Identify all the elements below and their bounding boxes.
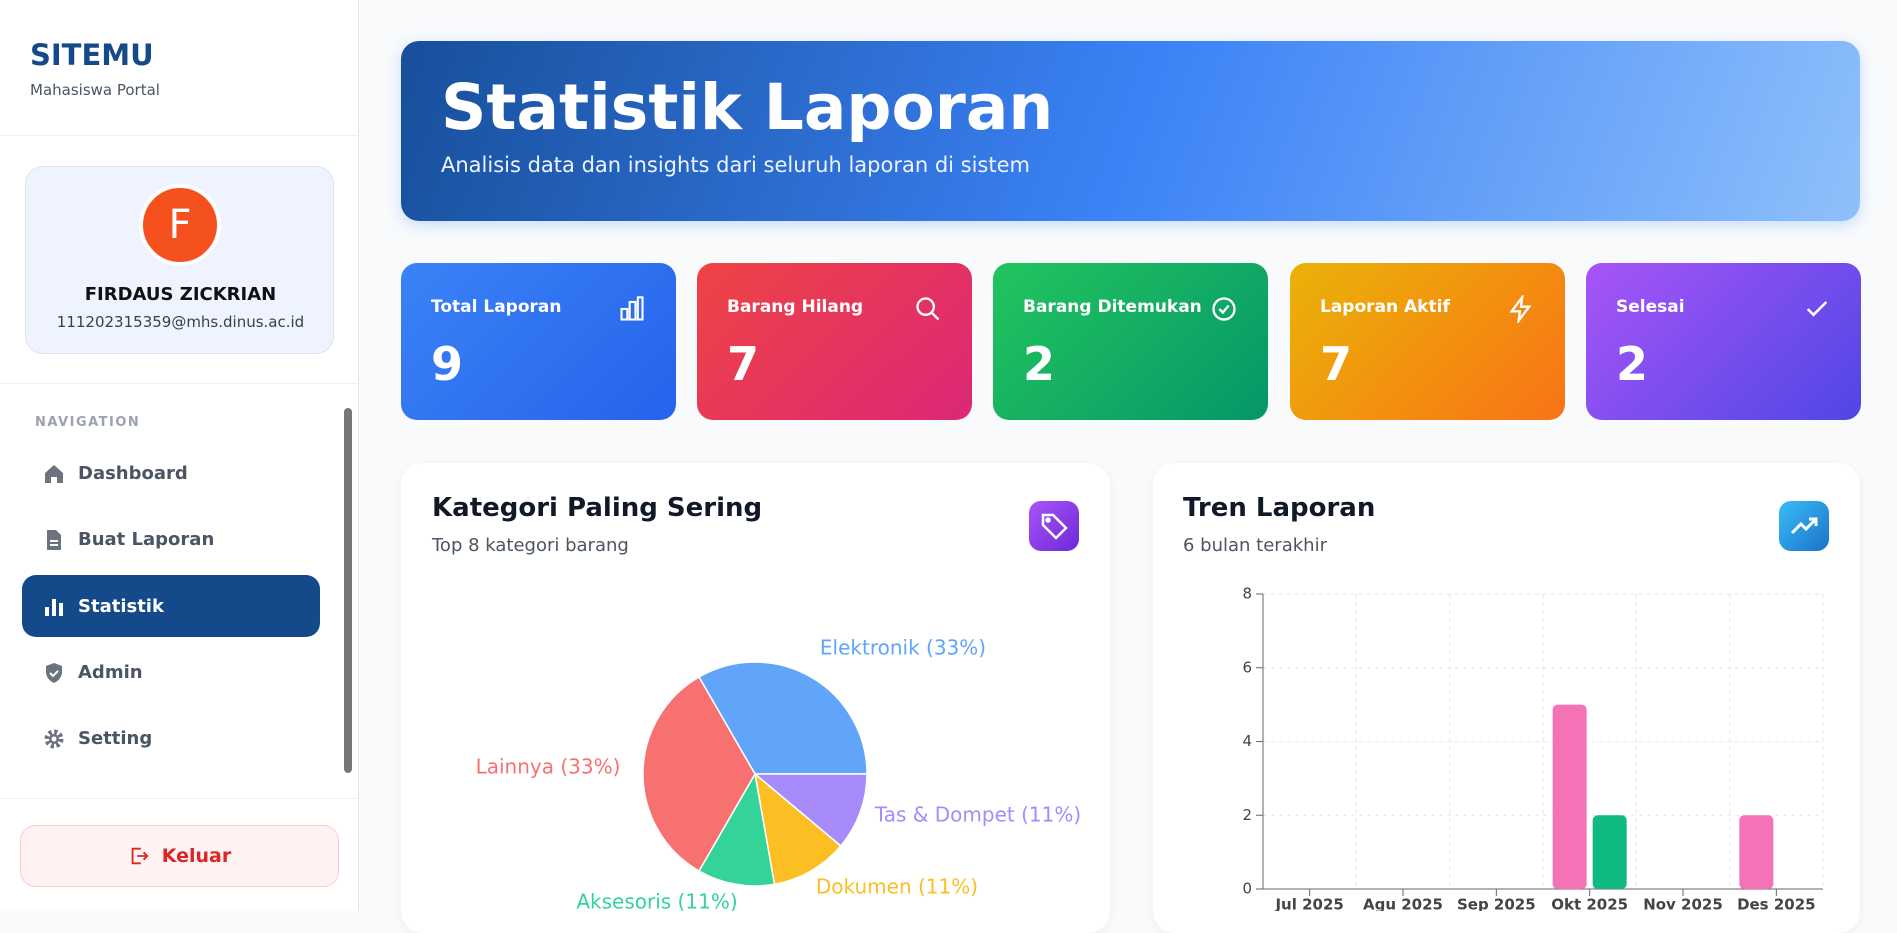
nav-label[interactable]: Dashboard — [78, 462, 188, 484]
stat-card: Laporan Aktif 7 — [1290, 263, 1565, 420]
bar — [1552, 704, 1587, 889]
x-tick-label: Sep 2025 — [1457, 896, 1536, 912]
nav-item[interactable]: Setting — [22, 707, 320, 769]
pie-slice — [753, 772, 842, 886]
sidebar: SITEMU Mahasiswa Portal F FIRDAUS ZICKRI… — [0, 0, 359, 911]
stat-card: Total Laporan 9 — [401, 263, 676, 420]
pie-label: Dokumen (11%) — [816, 875, 978, 899]
pie-slice — [697, 771, 776, 887]
bar — [1592, 815, 1627, 889]
nav-item[interactable]: Statistik — [22, 575, 320, 637]
nav-label[interactable]: Admin — [78, 661, 143, 683]
header-subtitle: Analisis data dan insights dari seluruh … — [441, 153, 1030, 177]
stat-value: 2 — [1616, 337, 1649, 391]
panel-icon — [1029, 501, 1079, 551]
stat-value: 9 — [431, 337, 464, 391]
chart-subtitle: Top 8 kategori barang — [432, 535, 629, 556]
stat-value: 2 — [1023, 337, 1056, 391]
user-name: FIRDAUS ZICKRIAN — [84, 284, 277, 305]
nav-label[interactable]: Statistik — [78, 595, 164, 617]
header-title: Statistik Laporan — [441, 71, 1054, 144]
nav-heading: NAVIGATION — [35, 415, 141, 430]
divider — [0, 135, 359, 136]
user-email: 111202315359@mhs.dinus.ac.id — [56, 313, 305, 331]
logout-label[interactable]: Keluar — [161, 845, 232, 867]
pie-slice — [752, 773, 868, 848]
pie-label: Lainnya (33%) — [476, 755, 621, 779]
pie-label: Aksesoris (11%) — [576, 890, 737, 912]
divider — [0, 383, 359, 384]
stat-label: Total Laporan — [431, 297, 562, 317]
stat-card: Barang Ditemukan 2 — [993, 263, 1268, 420]
panel-icon — [1779, 501, 1829, 551]
y-tick-label: 4 — [1242, 732, 1252, 750]
nav-item[interactable]: Dashboard — [22, 442, 320, 504]
x-tick-label: Jul 2025 — [1274, 896, 1343, 912]
charts: Elektronik (33%) Tas & Dompet (11%) Dokume… — [476, 585, 1824, 912]
stat-label: Laporan Aktif — [1320, 297, 1450, 317]
logout-button[interactable]: Keluar — [20, 825, 339, 887]
stat-label: Barang Hilang — [727, 297, 864, 317]
pie-label: Elektronik (33%) — [820, 636, 986, 660]
avatar: F — [139, 184, 221, 266]
logo[interactable]: SITEMU — [30, 38, 154, 72]
scrollbar[interactable] — [344, 390, 354, 790]
stat-card: Selesai 2 — [1586, 263, 1861, 420]
stat-label: Selesai — [1616, 297, 1685, 317]
stat-value: 7 — [727, 337, 760, 391]
nav-label[interactable]: Buat Laporan — [78, 528, 215, 550]
pie-slice — [642, 675, 756, 873]
pie-label: Tas & Dompet (11%) — [874, 803, 1081, 827]
stat-card: Barang Hilang 7 — [697, 263, 972, 420]
stat-label: Barang Ditemukan — [1023, 297, 1202, 317]
page: SITEMU Mahasiswa Portal F FIRDAUS ZICKRI… — [0, 0, 1861, 912]
x-tick-label: Okt 2025 — [1551, 896, 1628, 912]
logo-subtitle: Mahasiswa Portal — [30, 81, 160, 99]
y-tick-label: 2 — [1242, 806, 1252, 824]
x-tick-label: Agu 2025 — [1363, 896, 1443, 912]
bar — [1739, 815, 1774, 889]
chart-title: Kategori Paling Sering — [432, 493, 763, 523]
divider — [0, 798, 359, 799]
nav-label[interactable]: Setting — [78, 727, 153, 749]
y-tick-label: 0 — [1242, 880, 1252, 898]
header-banner: Statistik Laporan Analisis data dan insi… — [401, 41, 1860, 221]
y-tick-label: 6 — [1242, 658, 1252, 676]
chart-subtitle: 6 bulan terakhir — [1183, 535, 1327, 556]
profile-card: F FIRDAUS ZICKRIAN 111202315359@mhs.dinu… — [25, 166, 334, 354]
y-tick-label: 8 — [1242, 585, 1252, 603]
pie-slice — [697, 661, 868, 775]
nav-item[interactable]: Admin — [22, 641, 320, 703]
nav-item[interactable]: Buat Laporan — [22, 508, 320, 570]
x-tick-label: Des 2025 — [1737, 896, 1816, 912]
x-tick-label: Nov 2025 — [1643, 896, 1723, 912]
chart-title: Tren Laporan — [1183, 493, 1376, 523]
stat-value: 7 — [1320, 337, 1353, 391]
